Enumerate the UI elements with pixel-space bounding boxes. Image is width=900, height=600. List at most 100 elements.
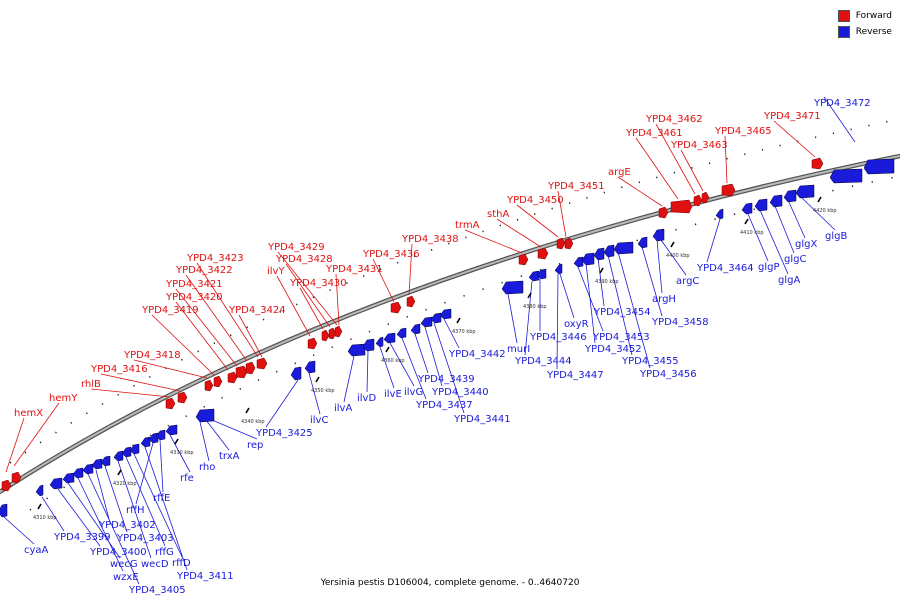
reverse-gene	[129, 443, 140, 455]
legend-forward-swatch	[837, 10, 850, 22]
reverse-label-leader	[759, 209, 789, 275]
forward-gene	[334, 325, 343, 338]
reverse-gene-label: YPD4_3439	[417, 374, 475, 385]
forward-gene	[556, 237, 566, 250]
forward-gene-label: trmA	[455, 220, 480, 231]
forward-label-leader	[464, 229, 523, 254]
reverse-label-leader	[597, 257, 605, 307]
reverse-gene-label: wzxE	[113, 572, 139, 583]
scale-tick	[245, 407, 250, 414]
forward-gene	[721, 183, 736, 197]
reverse-label-leader	[641, 246, 663, 317]
forward-gene-label: YPD4_3430	[289, 278, 347, 289]
reverse-gene-label: rffH	[126, 505, 145, 516]
forward-gene-label: YPD4_3428	[275, 254, 333, 265]
reverse-gene-label: YPD4_3403	[116, 533, 174, 544]
reverse-gene	[35, 484, 44, 497]
forward-gene-label: YPD4_3461	[625, 128, 683, 139]
forward-gene	[1, 479, 12, 492]
reverse-label-leader	[366, 350, 369, 393]
forward-gene-label: YPD4_3450	[506, 195, 564, 206]
reverse-label-leader	[67, 482, 121, 559]
scale-label: 4350 kbp	[311, 388, 335, 394]
scale-tick	[527, 292, 532, 299]
forward-gene-label: YPD4_3421	[165, 279, 223, 290]
forward-label-leader	[238, 314, 263, 358]
reverse-gene	[603, 244, 615, 258]
scale-label: 4380 kbp	[523, 304, 547, 310]
reverse-gene	[362, 338, 375, 352]
forward-gene-label: YPD4_3436	[362, 249, 420, 260]
reverse-label-leader	[144, 446, 188, 571]
scale-tick	[385, 346, 390, 353]
reverse-gene-label: YPD4_3447	[546, 370, 604, 381]
forward-gene-label: YPD4_3422	[175, 265, 233, 276]
reverse-label-leader	[87, 473, 140, 585]
reverse-gene-label: YPD4_3440	[431, 387, 489, 398]
reverse-gene	[304, 360, 316, 374]
reverse-label-leader	[507, 293, 518, 344]
reverse-gene-label: YPD4_3425	[255, 428, 313, 439]
reverse-gene-label: rho	[199, 462, 215, 473]
reverse-gene	[439, 308, 452, 320]
reverse-gene	[783, 189, 797, 203]
forward-gene	[321, 329, 330, 342]
reverse-gene-label: murI	[507, 344, 530, 355]
reverse-label-leader	[774, 205, 795, 254]
forward-label-leader	[100, 373, 181, 392]
reverse-gene	[573, 256, 584, 268]
forward-gene	[213, 375, 223, 388]
forward-gene	[328, 327, 337, 340]
reverse-gene-label: rffD	[172, 558, 191, 569]
forward-gene	[165, 397, 176, 410]
reverse-gene	[113, 450, 124, 462]
forward-label-leader	[557, 190, 567, 238]
reverse-label-leader	[823, 96, 856, 143]
scale-label: 4400 kbp	[666, 253, 690, 259]
reverse-gene	[581, 252, 595, 266]
reverse-gene	[652, 228, 665, 242]
forward-label-leader	[13, 402, 60, 467]
forward-gene-label: YPD4_3438	[401, 234, 459, 245]
reverse-gene-label: glgB	[825, 231, 847, 242]
reverse-label-leader	[211, 419, 258, 440]
reverse-gene-label: YPD4_3405	[128, 585, 186, 596]
forward-label-leader	[516, 204, 559, 238]
reverse-gene-label: YPD4_3441	[453, 414, 511, 425]
reverse-label-leader	[585, 262, 596, 344]
reverse-gene	[91, 458, 103, 470]
reverse-gene	[863, 158, 895, 175]
reverse-label-leader	[617, 251, 651, 369]
reverse-gene-label: glgP	[758, 262, 780, 273]
scale-label: 4310 kbp	[33, 515, 57, 521]
reverse-gene	[49, 477, 63, 490]
reverse-label-leader	[443, 318, 460, 349]
reverse-label-leader	[77, 477, 124, 572]
reverse-gene	[148, 432, 159, 444]
reverse-label-leader	[787, 199, 806, 239]
reverse-gene-label: YPD4_3442	[448, 349, 506, 360]
forward-gene-label: YPD4_3471	[763, 111, 821, 122]
forward-gene-label: YPD4_3416	[90, 364, 148, 375]
legend-forward-label: Forward	[855, 11, 892, 21]
reverse-label-leader	[747, 213, 769, 262]
forward-gene	[406, 295, 416, 308]
reverse-gene-label: trxA	[219, 451, 240, 462]
reverse-gene	[82, 463, 94, 475]
forward-label-leader	[617, 176, 663, 207]
reverse-gene	[396, 327, 407, 339]
reverse-gene-label: ilvD	[357, 393, 376, 404]
reverse-gene	[769, 194, 783, 208]
reverse-gene-label: YPD4_3399	[53, 532, 111, 543]
forward-gene-label: YPD4_3463	[670, 140, 728, 151]
forward-gene-label: hemX	[14, 408, 43, 419]
reverse-gene-label: rep	[247, 440, 263, 451]
reverse-label-leader	[41, 496, 65, 532]
reverse-gene	[140, 436, 151, 448]
reverse-gene	[593, 247, 605, 261]
reverse-gene	[100, 455, 111, 467]
forward-label-leader	[496, 218, 542, 248]
reverse-gene-label: YPD4_3444	[514, 356, 572, 367]
reverse-gene	[347, 343, 366, 357]
